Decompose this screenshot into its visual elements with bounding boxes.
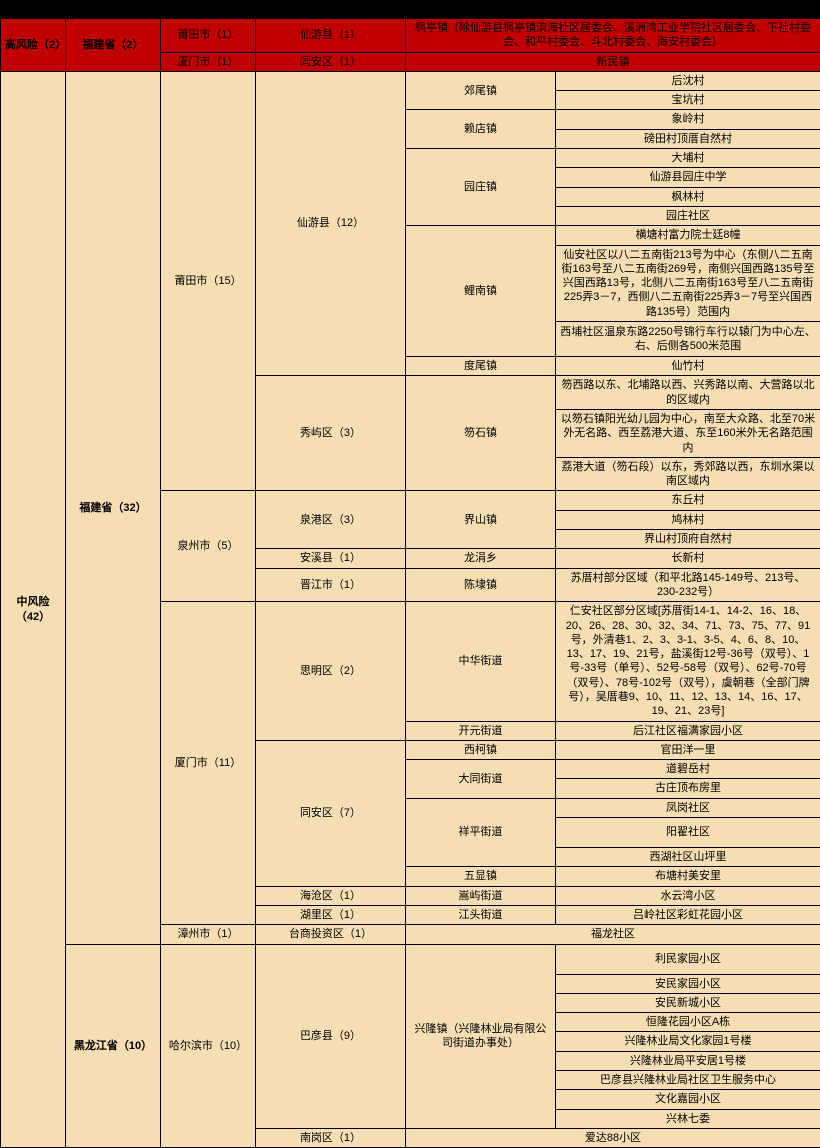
county-cell: 泉港区（3） [256, 491, 406, 549]
village-cell: 水云湾小区 [556, 886, 820, 905]
town-cell: 江头街道 [406, 905, 556, 924]
village-cell: 仙游县园庄中学 [556, 168, 820, 187]
city-xiamen: 厦门市（11） [161, 602, 256, 925]
town-cell: 园庄镇 [406, 149, 556, 226]
county-huli: 湖里区（1） [256, 905, 406, 924]
high-risk-row-1: 高风险（2） 福建省（2） 莆田市（1） 仙游县（1） 枫亭镇（除仙游县枫亭镇滨… [1, 19, 820, 53]
town-cell: 西柯镇 [406, 740, 556, 759]
village-cell: 大埔村 [556, 149, 820, 168]
village-cell: 兴隆林业局平安居1号楼 [556, 1051, 820, 1070]
village-cell: 福龙社区 [406, 925, 820, 944]
town-cell: 嵩屿街道 [406, 886, 556, 905]
village-cell: 西埔社区温泉东路2250号锦行车行以辕门为中心左、右、后侧各500米范围 [556, 322, 820, 357]
town-cell: 笏石镇 [406, 376, 556, 491]
village-cell: 横塘村富力院士廷8幢 [556, 226, 820, 245]
village-cell: 兴隆林业局文化家园1号楼 [556, 1032, 820, 1051]
county-cell: 安溪县（1） [256, 549, 406, 568]
town-cell: 龙涓乡 [406, 549, 556, 568]
village-cell: 以笏石镇阳光幼儿园为中心，南至大众路、北至70米外无名路、西至荔港大道、东至16… [556, 409, 820, 457]
city-putian: 莆田市（15） [161, 71, 256, 491]
city-quanzhou: 泉州市（5） [161, 491, 256, 602]
county-tongan: 同安区（7） [256, 740, 406, 886]
province-heilongjiang: 黑龙江省（10） [66, 944, 161, 1148]
village-cell: 西湖社区山坪里 [556, 848, 820, 867]
village-cell: 枫林村 [556, 187, 820, 206]
village-cell: 后江社区福满家园小区 [556, 721, 820, 740]
county-cell: 仙游县（1） [256, 19, 406, 53]
village-cell: 安民家园小区 [556, 974, 820, 993]
village-cell: 仙竹村 [556, 357, 820, 376]
village-cell: 利民家园小区 [556, 944, 820, 974]
mid-row: 中风险（42） 福建省（32） 莆田市（15） 仙游县（12） 郊尾镇 后沈村 [1, 71, 820, 90]
town-cell: 郊尾镇 [406, 71, 556, 110]
village-cell: 仁安社区部分区域[苏厝街14-1、14-2、16、18、20、26、28、30、… [556, 602, 820, 721]
county-cell: 同安区（1） [256, 52, 406, 71]
village-cell: 鸠林村 [556, 510, 820, 529]
detail-cell: 枫亭镇（除仙游县枫亭镇滨海社区居委会、溪洲湾工业学院社区居委会、下社村委会、和平… [406, 19, 820, 53]
city-harbin: 哈尔滨市（10） [161, 944, 256, 1148]
county-siming: 思明区（2） [256, 602, 406, 741]
village-cell: 苏厝村部分区域（和平北路145-149号、213号、230-232号） [556, 568, 820, 602]
town-cell: 开元街道 [406, 721, 556, 740]
village-cell: 古庄顶布房里 [556, 779, 820, 798]
village-cell: 官田洋一里 [556, 740, 820, 759]
village-cell: 道碧岳村 [556, 760, 820, 779]
town-cell: 度尾镇 [406, 357, 556, 376]
high-risk-label: 高风险（2） [1, 19, 66, 72]
village-cell: 仙安社区以八二五南街213号为中心（东侧八二五南街163号至八二五南街269号，… [556, 245, 820, 321]
city-cell: 莆田市（1） [161, 19, 256, 53]
village-cell: 爱达88小区 [406, 1128, 820, 1147]
county-bayan: 巴彦县（9） [256, 944, 406, 1128]
village-cell: 文化嘉园小区 [556, 1090, 820, 1109]
header-row [1, 1, 820, 19]
village-cell: 布塘村美安里 [556, 867, 820, 886]
risk-table: 高风险（2） 福建省（2） 莆田市（1） 仙游县（1） 枫亭镇（除仙游县枫亭镇滨… [0, 0, 820, 1148]
county-xiuyu: 秀屿区（3） [256, 376, 406, 491]
province-fujian-mid: 福建省（32） [66, 71, 161, 944]
village-cell: 宝坑村 [556, 91, 820, 110]
county-cell: 晋江市（1） [256, 568, 406, 602]
village-cell: 荔港大道（笏石段）以东，秀郊路以西，东圳水渠以南区域内 [556, 457, 820, 491]
county-cell: 台商投资区（1） [256, 925, 406, 944]
village-cell: 阳翟社区 [556, 818, 820, 848]
village-cell: 界山村顶府自然村 [556, 530, 820, 549]
town-cell: 界山镇 [406, 491, 556, 549]
village-cell: 园庄社区 [556, 206, 820, 225]
village-cell: 兴林七委 [556, 1109, 820, 1128]
village-cell: 长新村 [556, 549, 820, 568]
village-cell: 磅田村顶厝自然村 [556, 129, 820, 148]
county-xianyou: 仙游县（12） [256, 71, 406, 375]
village-cell: 后沈村 [556, 71, 820, 90]
town-cell: 兴隆镇（兴隆林业局有限公司街道办事处） [406, 944, 556, 1128]
town-cell: 鲤南镇 [406, 226, 556, 357]
town-cell: 陈埭镇 [406, 568, 556, 602]
village-cell: 巴彦县兴隆林业局社区卫生服务中心 [556, 1071, 820, 1090]
county-haicang: 海沧区（1） [256, 886, 406, 905]
town-cell: 五显镇 [406, 867, 556, 886]
village-cell: 东丘村 [556, 491, 820, 510]
village-cell: 安民新城小区 [556, 993, 820, 1012]
county-nangang: 南岗区（1） [256, 1128, 406, 1147]
village-cell: 凤岗社区 [556, 798, 820, 817]
village-cell: 象岭村 [556, 110, 820, 129]
mid-risk-label: 中风险（42） [1, 71, 66, 1147]
province-fujian-high: 福建省（2） [66, 19, 161, 72]
town-cell: 祥平街道 [406, 798, 556, 867]
town-cell: 赖店镇 [406, 110, 556, 149]
village-cell: 笏西路以东、北埔路以西、兴秀路以南、大营路以北的区域内 [556, 376, 820, 410]
village-cell: 恒隆花园小区A栋 [556, 1013, 820, 1032]
town-cell: 大同街道 [406, 760, 556, 799]
village-cell: 吕岭社区彩虹花园小区 [556, 905, 820, 924]
city-zhangzhou: 漳州市（1） [161, 925, 256, 944]
city-cell: 厦门市（1） [161, 52, 256, 71]
town-cell: 中华街道 [406, 602, 556, 721]
detail-cell: 新民镇 [406, 52, 820, 71]
